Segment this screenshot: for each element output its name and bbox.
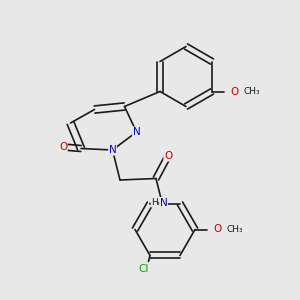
Text: N: N (133, 127, 140, 137)
Text: N: N (109, 145, 116, 155)
Text: O: O (164, 151, 172, 161)
Text: N: N (160, 197, 167, 208)
Text: O: O (230, 86, 238, 97)
Text: H: H (151, 198, 158, 207)
Text: Cl: Cl (139, 264, 149, 274)
Text: O: O (59, 142, 67, 152)
Text: CH₃: CH₃ (226, 225, 243, 234)
Text: CH₃: CH₃ (244, 87, 260, 96)
Text: O: O (213, 224, 222, 235)
